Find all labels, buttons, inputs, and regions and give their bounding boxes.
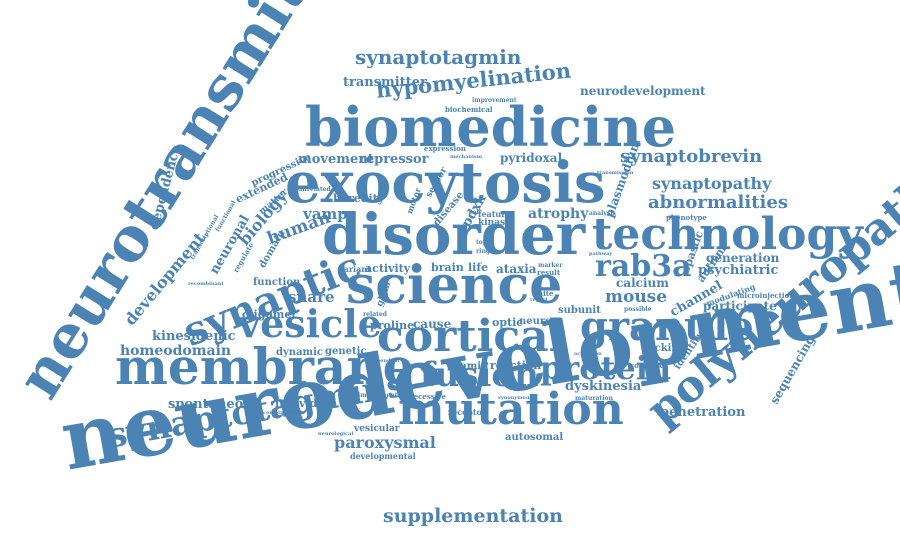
word-oligomer: oligomer (242, 308, 298, 321)
word-penetration: penetration (660, 405, 746, 420)
word-topic: topic (476, 239, 493, 246)
word-atrophy: atrophy (528, 206, 589, 222)
word-abnormalities: abnormalities (648, 192, 788, 213)
word-life: life (468, 261, 489, 274)
word-vesicular: vesicular (354, 424, 400, 434)
word-analysis: analysis (589, 210, 616, 217)
word-pathway: pathway (589, 251, 613, 257)
word-vesicle: vesicle (238, 301, 382, 346)
word-white: white (532, 289, 554, 298)
word-proline: proline (370, 319, 415, 332)
word-subunit: subunit (558, 305, 601, 316)
word-generation: generation (706, 251, 780, 265)
word-movement: movement (298, 152, 374, 167)
word-heredity: heredity (333, 192, 385, 205)
word-brain: brain (431, 261, 464, 274)
word-individual: individual (275, 397, 337, 410)
word-related: related (363, 311, 387, 318)
word-improvement: improvement (472, 97, 517, 104)
word-possible: possible (624, 306, 652, 313)
word-maturation: maturation (575, 395, 613, 402)
word-homeodomain: homeodomain (120, 343, 232, 359)
word-kinesigenic: kinesigenic (152, 329, 236, 344)
word-exocytosis: exocytosis (285, 150, 606, 216)
word-report: report (530, 297, 548, 303)
word-snare: snare (288, 288, 335, 306)
word-science: science (346, 255, 563, 316)
word-kinase: kinase (478, 218, 511, 228)
word-ataxia: ataxia (496, 262, 537, 276)
word-disorder: disorder (322, 202, 586, 268)
word-repressor: repressor (359, 152, 429, 167)
word-paroxysmal: paroxysmal (334, 433, 436, 452)
word-vitamin: vitamin (446, 361, 489, 372)
word-dependent: dependent (370, 358, 400, 364)
word-synonymous: synonymous (498, 395, 533, 401)
word-marker: marker (538, 262, 563, 269)
word-fusion: fusion (420, 355, 539, 395)
word-mutation: mutation (398, 384, 624, 435)
word-psychiatric: psychiatric (698, 263, 779, 278)
word-optic: optic (492, 316, 523, 329)
word-result: result (537, 268, 561, 277)
word-neurological: neurological (318, 431, 354, 437)
word-feature: feature (478, 209, 511, 219)
word-cell: cell (469, 209, 482, 216)
word-ring: ring (476, 248, 490, 255)
word-combination: combination (263, 410, 299, 416)
word-participate: participate (703, 299, 777, 313)
word-mechanism: mechanism (450, 154, 483, 160)
word-protein: protein (540, 349, 672, 387)
word-calcium: calcium (616, 276, 669, 290)
word-synaptotagmin: synaptotagmin (355, 45, 522, 69)
word-microinjection: microinjection (737, 291, 795, 300)
word-neurodevelopment: neurodevelopment (580, 84, 706, 98)
word-transmission: transmission (597, 170, 634, 176)
word-dynamic: dynamic (276, 347, 324, 358)
word-biochemical: biochemical (445, 105, 493, 114)
word-recombinant: recombinant (188, 281, 224, 287)
word-supplementation: supplementation (383, 505, 563, 527)
word-rab3a: rab3a (595, 249, 692, 284)
word-recessive: recessive (410, 392, 446, 401)
word-complex: complex (630, 361, 663, 370)
word-phenotype: phenotype (666, 213, 707, 222)
word-genetic: genetic (325, 346, 367, 357)
word-neuron: neuron (519, 316, 560, 327)
word-pyridoxal: pyridoxal (500, 151, 563, 165)
word-function: function (253, 277, 301, 288)
word-technology: technology (592, 209, 863, 260)
word-transmitter: transmitter (343, 75, 427, 90)
word-domain: domain (257, 228, 288, 270)
word-receptor: receptor (448, 407, 487, 417)
word-variant: variant (339, 264, 371, 274)
word-synaptopathy: synaptopathy (652, 174, 772, 193)
word-activation: activation (574, 351, 602, 357)
word-autosomal: autosomal (505, 432, 564, 443)
word-reaction: reaction (490, 359, 542, 372)
word-spontaneous: spontaneous (168, 397, 261, 412)
word-impairment: impairment (358, 392, 398, 399)
word-membrane: membrane (115, 337, 415, 396)
word-cause: cause (413, 317, 452, 331)
word-expression: expression (424, 144, 466, 153)
word-vamp: vamp (303, 205, 348, 223)
word-granule: granule (580, 303, 754, 350)
word-docking: docking (641, 343, 686, 354)
word-dyskinesia: dyskinesia (565, 379, 642, 394)
word-cortical: cortical (377, 311, 566, 362)
word-biomedicine: biomedicine (305, 95, 677, 159)
word-synaptobrevin: synaptobrevin (620, 146, 763, 167)
word-unrelated: unrelated (298, 186, 331, 193)
word-activity: activity (365, 262, 411, 275)
word-developmental: developmental (350, 451, 416, 461)
word-mouse: mouse (605, 287, 668, 307)
